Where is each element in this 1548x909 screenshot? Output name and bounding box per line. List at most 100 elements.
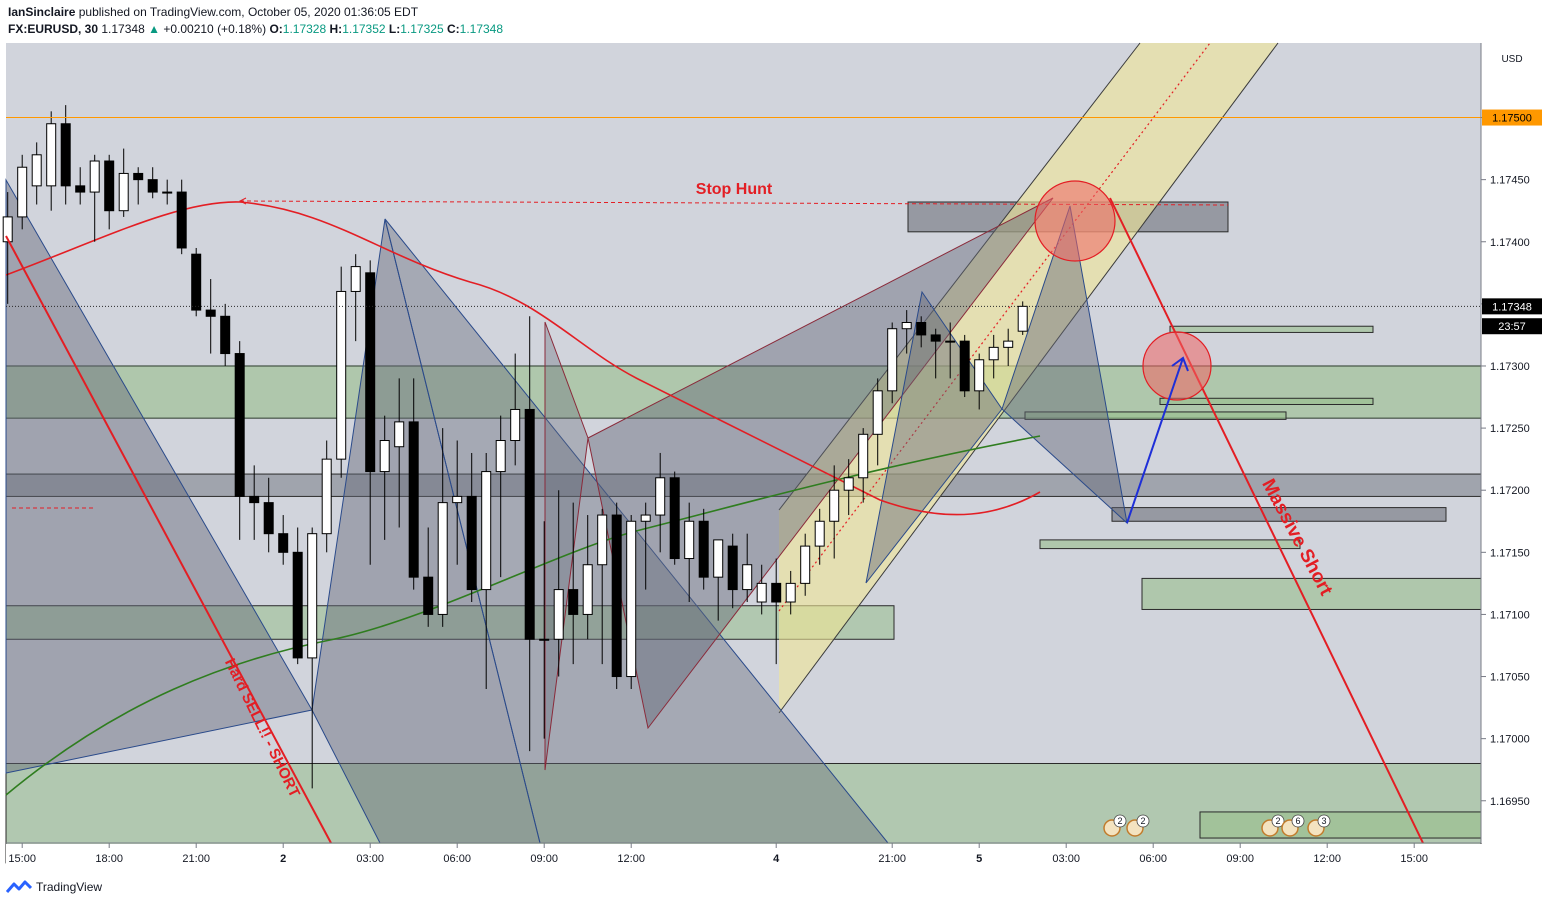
candle-body	[408, 421, 419, 578]
candle	[539, 521, 550, 739]
candle-body	[930, 334, 941, 342]
target-circle	[1142, 331, 1212, 401]
candle	[568, 502, 579, 665]
candle-body	[655, 477, 666, 516]
candle-body	[684, 520, 695, 560]
candle-body	[365, 272, 376, 473]
candle	[800, 533, 811, 596]
candle-body	[713, 539, 724, 578]
channel-edge	[778, 42, 1141, 511]
close-value: 1.17348	[459, 22, 504, 36]
badge-count-bubble	[1136, 814, 1150, 828]
candle	[727, 533, 738, 609]
candle	[916, 316, 927, 348]
candle	[814, 508, 825, 565]
annotation-layer	[5, 42, 1482, 864]
last-price: 1.17348	[101, 22, 145, 36]
candle-body	[263, 502, 274, 535]
candle-body	[568, 589, 579, 615]
candle	[118, 148, 129, 217]
candle	[75, 167, 86, 205]
x-tick-label: 15:00	[8, 853, 36, 865]
candle-body	[669, 477, 680, 560]
candle	[655, 452, 666, 553]
candle	[379, 415, 390, 540]
channel-edge	[778, 42, 1279, 714]
candle-body	[234, 353, 245, 497]
candle	[930, 328, 941, 379]
y-tick-label: 1.16950	[1490, 796, 1530, 808]
candle	[510, 353, 521, 466]
candle	[481, 452, 492, 689]
candle	[408, 378, 419, 590]
badge-count-bubble	[1317, 814, 1331, 828]
y-tick-label: 1.17250	[1490, 423, 1530, 435]
candle-body	[2, 216, 13, 243]
candle-body	[858, 433, 869, 479]
y-tick-label: 1.17150	[1490, 547, 1530, 559]
candle	[524, 316, 535, 752]
candle-body	[379, 440, 390, 473]
harmonic-triangle	[544, 321, 589, 771]
close-label: C:	[446, 22, 460, 36]
candle	[437, 428, 448, 627]
candle	[553, 490, 564, 677]
harmonic-triangle	[5, 178, 313, 774]
candle-body	[307, 533, 318, 659]
x-tick-label: 12:00	[1313, 853, 1341, 865]
footer-brand[interactable]: TradingView	[6, 880, 102, 894]
candle-body	[945, 340, 956, 343]
candle-body	[220, 315, 231, 355]
candle	[394, 378, 405, 528]
candle	[959, 334, 970, 398]
y-tick-label: 1.17000	[1490, 734, 1530, 746]
candle-layer	[2, 105, 1028, 789]
candle	[249, 465, 260, 540]
x-tick-label: 21:00	[182, 853, 210, 865]
candle	[669, 471, 680, 565]
candle	[713, 539, 724, 621]
candle	[626, 515, 637, 689]
candle-body	[394, 421, 405, 448]
candle	[321, 440, 332, 553]
candle-body	[89, 160, 100, 193]
candle-body	[640, 514, 651, 522]
candle-body	[278, 533, 289, 553]
candle	[162, 179, 173, 205]
high-value: 1.17352	[342, 22, 386, 36]
candle	[452, 440, 463, 565]
candle-body	[191, 253, 202, 311]
zone	[5, 605, 895, 640]
x-tick-label: 5	[976, 853, 982, 865]
author-name[interactable]: IanSinclaire	[8, 5, 76, 19]
badge-count: 2	[1275, 816, 1280, 826]
target-circle	[1034, 180, 1116, 262]
candle	[1003, 328, 1014, 366]
candle	[133, 167, 144, 205]
candle	[829, 465, 840, 559]
candle-body	[147, 179, 158, 193]
price-axis[interactable]	[1482, 43, 1548, 843]
x-tick-label: 06:00	[443, 853, 471, 865]
zone	[1111, 507, 1447, 522]
candle	[350, 254, 361, 342]
candle-body	[423, 576, 434, 615]
candle	[89, 154, 100, 242]
time-axis[interactable]	[6, 844, 1482, 872]
ohlc-legend: FX:EURUSD, 30 1.17348 ▲ +0.00210 (+0.18%…	[8, 22, 503, 36]
symbol-label[interactable]: FX:EURUSD, 30	[8, 22, 99, 36]
candle-body	[118, 172, 129, 212]
candle	[901, 310, 912, 354]
price-change: +0.00210 (+0.18%)	[163, 22, 267, 36]
candle	[423, 527, 434, 627]
candle-body	[524, 408, 535, 640]
candle	[582, 515, 593, 640]
brand-name: TradingView	[36, 880, 103, 894]
badge-count-bubble	[1291, 814, 1305, 828]
open-label: O:	[269, 22, 283, 36]
candle	[756, 564, 767, 615]
y-tick-label: 1.17400	[1490, 237, 1530, 249]
candle	[495, 415, 506, 578]
x-tick-label: 21:00	[878, 853, 906, 865]
